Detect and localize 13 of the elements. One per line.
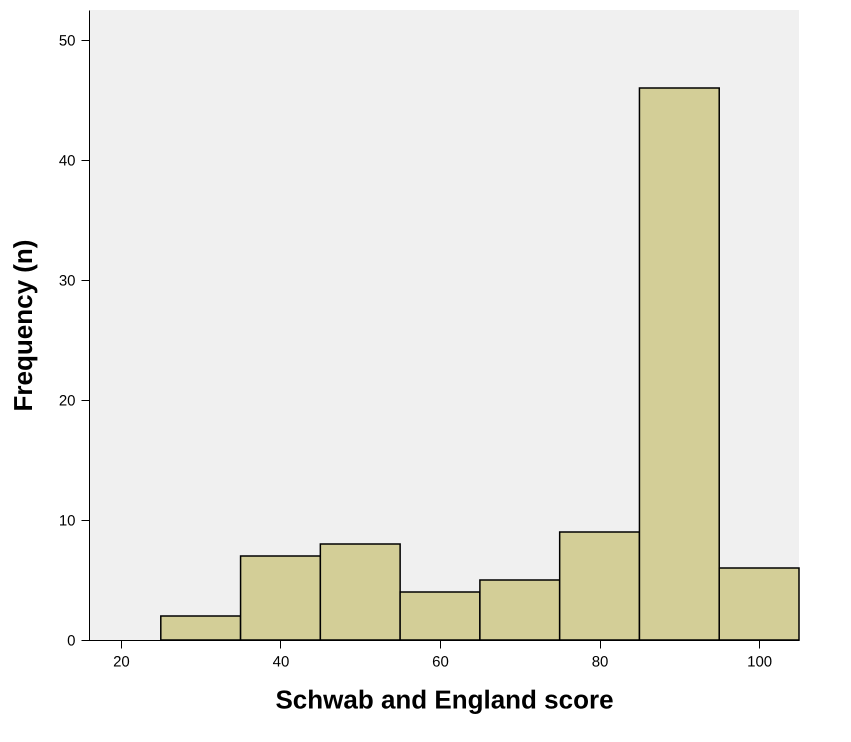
y-tick-label: 10	[58, 512, 76, 530]
y-tick-label: 50	[58, 32, 76, 50]
y-tick-label: 30	[58, 272, 76, 290]
x-tick-label: 60	[432, 654, 449, 670]
y-tick-label: 0	[67, 632, 76, 650]
x-tick-label: 40	[272, 654, 290, 670]
x-axis-title: Schwab and England score	[275, 684, 614, 714]
x-tick-label: 20	[113, 654, 130, 670]
x-tick-label: 100	[747, 654, 772, 670]
y-tick-label: 20	[58, 392, 76, 410]
y-axis-title: Frequency (n)	[8, 240, 38, 412]
x-tick-label: 80	[592, 654, 608, 670]
y-tick-label: 40	[58, 152, 76, 170]
